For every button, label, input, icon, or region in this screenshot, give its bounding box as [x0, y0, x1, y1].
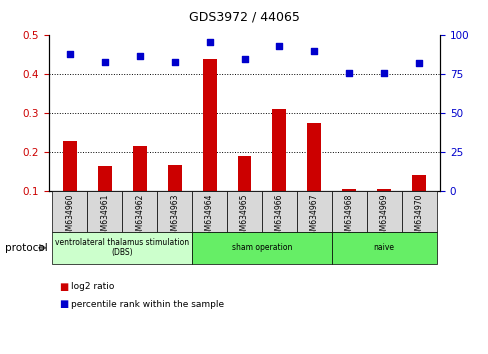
Text: GSM634963: GSM634963: [170, 193, 179, 240]
Bar: [52, 191, 87, 232]
Bar: [98, 166, 112, 230]
Bar: [237, 156, 251, 230]
Text: GSM634967: GSM634967: [309, 193, 318, 240]
Point: [170, 59, 178, 65]
Text: ventrolateral thalamus stimulation
(DBS): ventrolateral thalamus stimulation (DBS): [55, 238, 189, 257]
Point: [310, 48, 318, 54]
Point: [275, 44, 283, 49]
Bar: [226, 191, 262, 232]
Bar: [307, 123, 321, 230]
Text: GSM634970: GSM634970: [414, 193, 423, 240]
Point: [240, 56, 248, 62]
Bar: [401, 191, 436, 232]
Bar: [342, 189, 356, 230]
Point: [205, 39, 213, 45]
Bar: [157, 191, 192, 232]
Bar: [331, 232, 436, 264]
Text: GSM634965: GSM634965: [240, 193, 248, 240]
Point: [414, 61, 422, 66]
Bar: [132, 147, 146, 230]
Bar: [411, 175, 425, 230]
Bar: [192, 191, 226, 232]
Text: GSM634960: GSM634960: [65, 193, 74, 240]
Text: GSM634961: GSM634961: [100, 193, 109, 240]
Text: GSM634966: GSM634966: [274, 193, 284, 240]
Bar: [192, 232, 331, 264]
Bar: [122, 191, 157, 232]
Text: ■: ■: [59, 299, 68, 309]
Point: [136, 53, 143, 58]
Bar: [262, 191, 296, 232]
Text: GSM634962: GSM634962: [135, 193, 144, 240]
Text: naive: naive: [373, 243, 394, 252]
Text: GSM634964: GSM634964: [204, 193, 214, 240]
Point: [66, 51, 74, 57]
Bar: [331, 191, 366, 232]
Text: protocol: protocol: [5, 243, 47, 253]
Bar: [52, 232, 192, 264]
Text: GSM634968: GSM634968: [344, 193, 353, 240]
Bar: [202, 59, 216, 230]
Text: GDS3972 / 44065: GDS3972 / 44065: [189, 10, 299, 23]
Text: sham operation: sham operation: [231, 243, 291, 252]
Text: log2 ratio: log2 ratio: [71, 282, 114, 291]
Point: [380, 70, 387, 76]
Bar: [376, 189, 390, 230]
Bar: [87, 191, 122, 232]
Bar: [366, 191, 401, 232]
Text: ■: ■: [59, 282, 68, 292]
Bar: [63, 141, 77, 230]
Bar: [296, 191, 331, 232]
Text: GSM634969: GSM634969: [379, 193, 388, 240]
Point: [345, 70, 352, 76]
Bar: [167, 165, 181, 230]
Bar: [272, 109, 286, 230]
Point: [101, 59, 108, 65]
Text: percentile rank within the sample: percentile rank within the sample: [71, 300, 224, 309]
